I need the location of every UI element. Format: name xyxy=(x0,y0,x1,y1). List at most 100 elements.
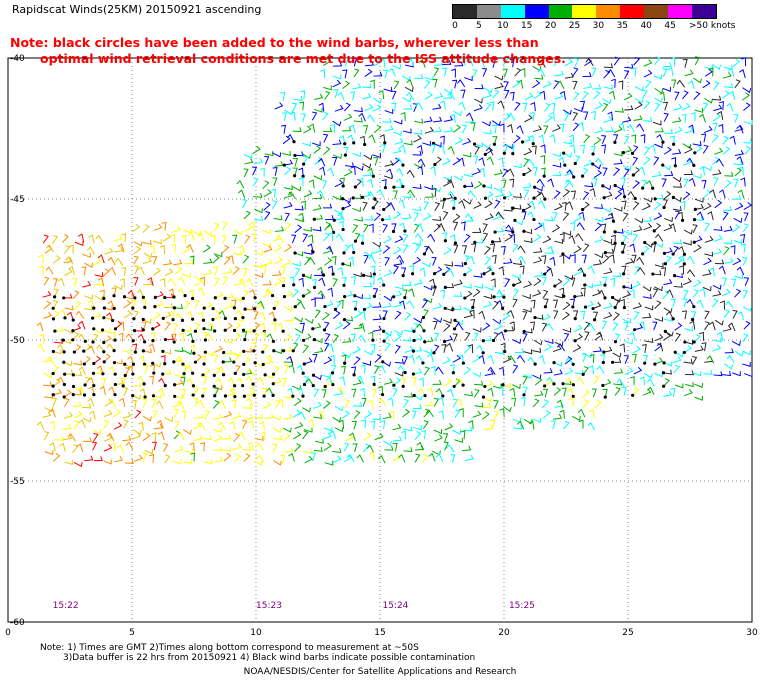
wind-barb xyxy=(482,68,488,77)
wind-barb xyxy=(283,306,292,312)
wind-barb xyxy=(84,459,94,462)
wind-barb xyxy=(402,300,406,310)
wind-barb xyxy=(613,169,620,176)
wind-barb xyxy=(412,354,415,364)
quality-circle-marker xyxy=(51,371,55,376)
quality-circle-marker xyxy=(622,195,627,199)
wind-barb xyxy=(292,364,295,374)
quality-circle-marker xyxy=(663,329,667,333)
wind-barb-flag xyxy=(139,355,144,359)
wind-barb-flag xyxy=(598,164,601,170)
wind-barb xyxy=(372,389,377,398)
wind-barb-flag xyxy=(677,322,683,327)
wind-barb xyxy=(532,350,541,353)
wind-barb xyxy=(73,363,83,366)
wind-barb xyxy=(244,236,251,244)
wind-barb xyxy=(583,254,587,264)
wind-barb xyxy=(294,268,301,277)
quality-circle-marker xyxy=(442,339,447,344)
wind-barb-flag xyxy=(709,189,714,193)
wind-barb xyxy=(249,397,254,407)
wind-barb xyxy=(503,358,512,363)
wind-barb xyxy=(394,362,404,364)
wind-barb-flag xyxy=(409,336,412,342)
wind-barb-flag xyxy=(634,56,640,60)
wind-barb-flag xyxy=(433,332,439,335)
wind-barb-flag xyxy=(498,157,503,161)
wind-barb xyxy=(702,286,712,292)
wind-barb-flag xyxy=(369,79,375,83)
quality-circle-marker xyxy=(403,229,407,233)
wind-barb-flag xyxy=(124,367,130,370)
quality-circle-marker xyxy=(382,329,386,333)
wind-barb xyxy=(274,230,284,232)
wind-barb-flag xyxy=(46,356,51,361)
wind-barb xyxy=(550,267,554,277)
wind-barb-flag xyxy=(678,149,681,154)
wind-barb xyxy=(133,256,139,265)
quality-circle-marker xyxy=(352,373,356,377)
wind-barb-flag xyxy=(529,92,533,97)
quality-circle-marker xyxy=(172,295,176,299)
quality-circle-marker xyxy=(312,285,317,290)
wind-barb-flag xyxy=(286,166,291,170)
wind-barb xyxy=(644,306,654,311)
wind-barb xyxy=(484,373,494,376)
wind-barb-flag xyxy=(468,445,472,451)
wind-barb-flag xyxy=(481,402,484,408)
wind-barb-flag xyxy=(163,443,169,445)
wind-barb-flag xyxy=(274,366,280,369)
wind-barb xyxy=(344,104,351,112)
wind-barb xyxy=(543,346,552,352)
wind-barb-flag xyxy=(438,127,442,132)
wind-barb xyxy=(444,426,453,431)
wind-barb-flag xyxy=(629,376,635,379)
wind-barb xyxy=(513,321,516,331)
wind-barb-flag xyxy=(370,272,372,277)
wind-barb-flag xyxy=(317,266,322,271)
wind-barb-flag xyxy=(441,232,447,235)
wind-barb-flag xyxy=(591,182,594,188)
wind-barb xyxy=(733,163,743,166)
quality-circle-marker xyxy=(451,371,455,375)
wind-barb-flag xyxy=(578,419,584,422)
wind-barb xyxy=(663,132,673,135)
wind-barb-flag xyxy=(407,189,411,194)
wind-barb-flag xyxy=(439,145,444,149)
wind-barb-flag xyxy=(107,257,112,262)
wind-barb xyxy=(712,189,716,199)
quality-circle-marker xyxy=(682,252,687,256)
wind-barb xyxy=(712,267,715,277)
wind-barb-flag xyxy=(540,390,544,396)
wind-barb xyxy=(512,365,518,374)
quality-circle-marker xyxy=(102,350,106,354)
wind-barb xyxy=(433,166,436,176)
wind-barb xyxy=(323,87,332,91)
wind-barb xyxy=(42,414,52,418)
wind-barb-flag xyxy=(666,255,672,259)
wind-barb-flag xyxy=(393,265,399,268)
quality-circle-marker xyxy=(353,294,357,298)
wind-barb-flag xyxy=(485,246,491,249)
wind-barb xyxy=(344,69,348,79)
wind-barb xyxy=(743,306,752,312)
wind-barb xyxy=(674,325,683,331)
wind-barb xyxy=(482,143,490,150)
quality-circle-marker xyxy=(182,372,186,376)
wind-barb-flag xyxy=(608,212,613,216)
wind-barb xyxy=(564,61,573,67)
wind-barb xyxy=(672,298,676,308)
wind-barb-flag xyxy=(433,397,439,400)
wind-barb-flag xyxy=(177,288,182,293)
quality-circle-marker xyxy=(583,305,588,309)
wind-barb xyxy=(324,259,332,266)
wind-barb xyxy=(39,322,44,332)
wind-barb xyxy=(233,234,238,244)
wind-barb-flag xyxy=(500,343,506,346)
wind-barb xyxy=(734,178,739,188)
wind-barb-flag xyxy=(78,333,82,338)
wind-barb xyxy=(394,141,404,145)
wind-barb-flag xyxy=(158,377,163,382)
wind-barb-flag xyxy=(89,410,94,414)
wind-barb-flag xyxy=(427,233,432,238)
